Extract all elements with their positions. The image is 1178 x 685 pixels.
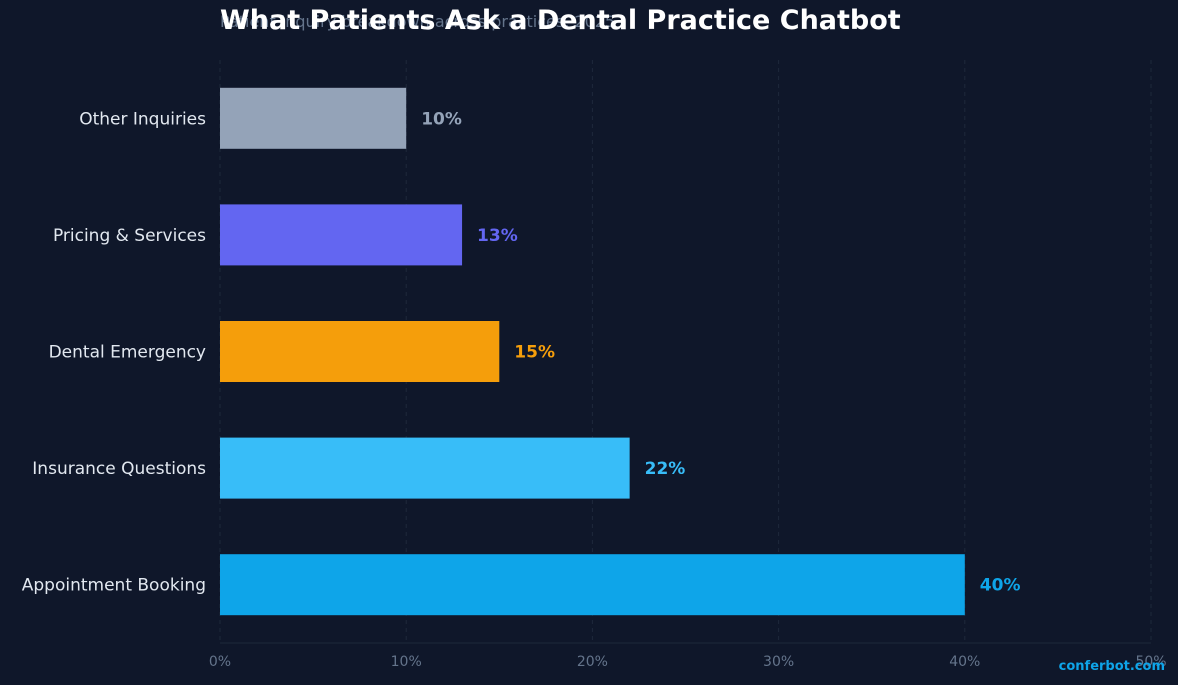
x-tick-label-4: 40%: [949, 654, 980, 670]
x-tick-label-0: 0%: [209, 654, 231, 670]
category-label-3: Insurance Questions: [32, 459, 206, 479]
bar-3: [220, 437, 630, 499]
value-label-2: 15%: [514, 343, 555, 363]
bar-4: [220, 554, 965, 616]
chart-title: What Patients Ask a Dental Practice Chat…: [220, 5, 901, 36]
x-tick-label-1: 10%: [391, 654, 422, 670]
x-tick-label-5: 50%: [1135, 654, 1166, 670]
value-label-1: 13%: [477, 226, 518, 246]
brand-watermark: conferbot.com: [1058, 659, 1165, 674]
category-label-1: Pricing & Services: [53, 226, 206, 246]
category-label-0: Other Inquiries: [79, 109, 206, 129]
bar-2: [220, 321, 500, 382]
value-label-4: 40%: [980, 576, 1021, 596]
category-label-4: Appointment Booking: [22, 576, 206, 596]
x-tick-label-3: 30%: [763, 654, 794, 670]
value-label-0: 10%: [421, 109, 462, 129]
value-label-3: 22%: [645, 459, 686, 479]
x-tick-label-2: 20%: [577, 654, 608, 670]
category-label-2: Dental Emergency: [49, 343, 206, 363]
bar-0: [220, 87, 407, 149]
chart-subtitle: Patient inquiry breakdown across practic…: [220, 12, 616, 31]
bar-1: [220, 204, 463, 266]
